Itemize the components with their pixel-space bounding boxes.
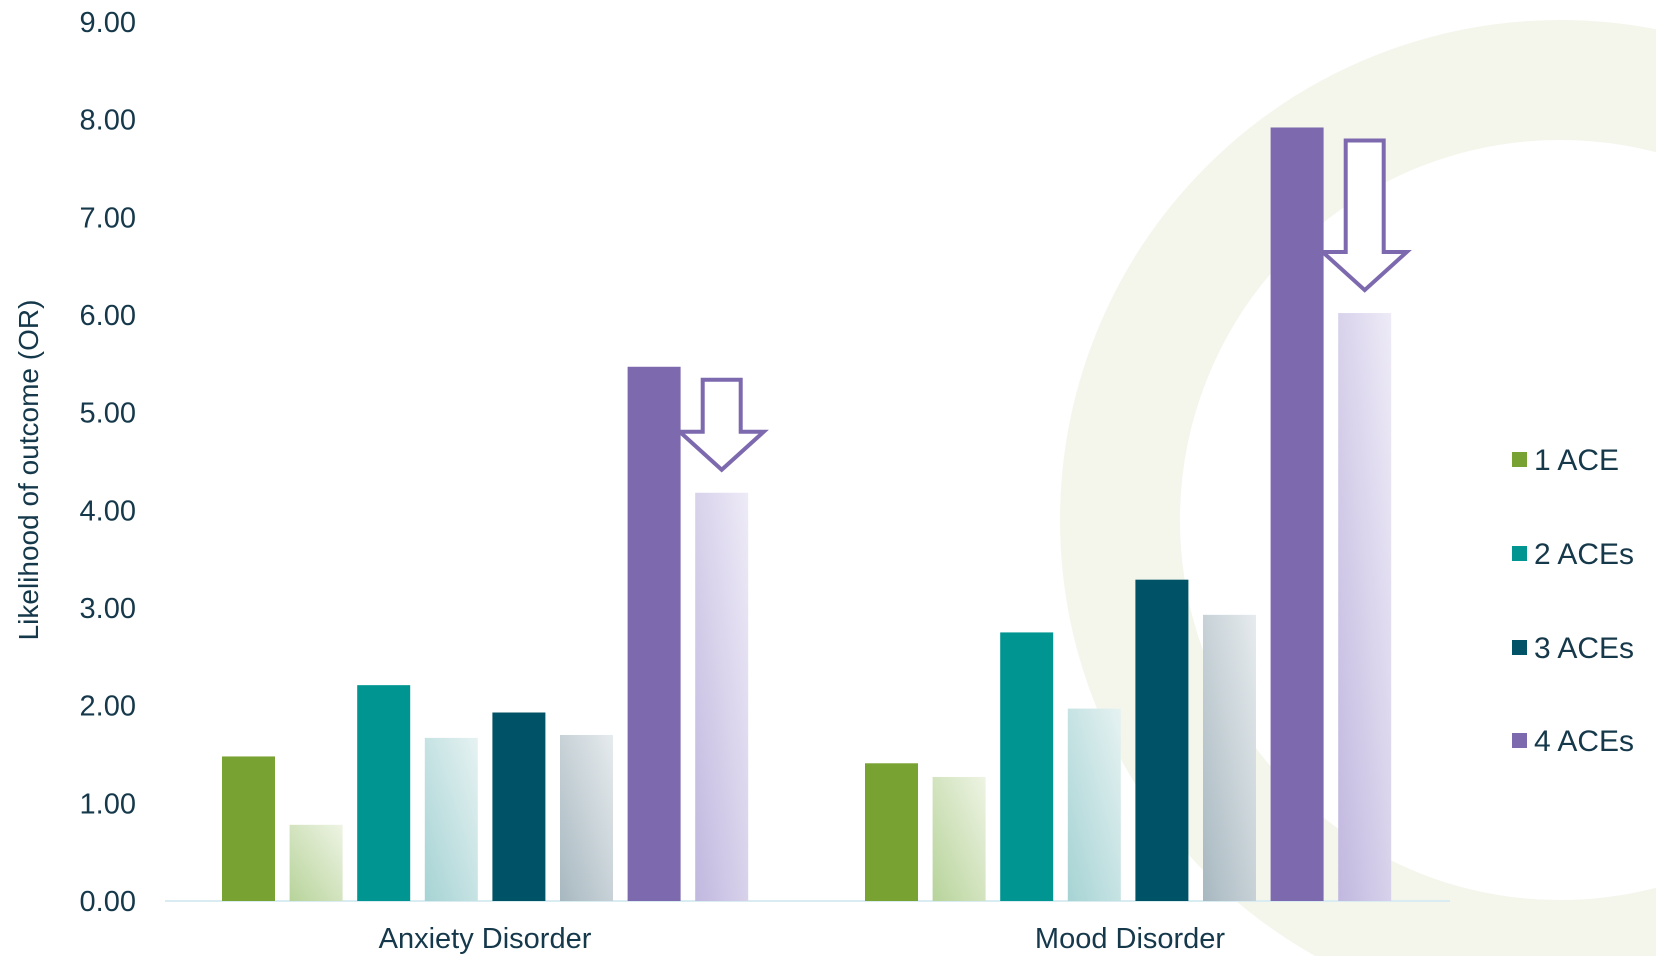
bar-4-aces-solid: [1270, 127, 1324, 902]
y-tick-label: 0.00: [80, 886, 136, 918]
bar-1-ace-solid: [865, 763, 918, 901]
legend-item: 1 ACE: [1512, 444, 1619, 477]
y-tick-label: 4.00: [80, 495, 136, 527]
y-axis: 0.00 1.00 2.00 3.00 4.00 5.00 6.00 7.00 8.00 9.00: [80, 7, 136, 918]
legend-label: 1 ACE: [1534, 444, 1619, 477]
legend-item: 2 ACEs: [1512, 538, 1634, 571]
arrow-annotations: [674, 138, 1412, 473]
y-tick-label: 7.00: [80, 202, 136, 234]
legend-label: 2 ACEs: [1534, 538, 1634, 571]
y-tick-label: 3.00: [80, 593, 136, 625]
y-tick-label: 9.00: [80, 7, 136, 39]
category-labels: Anxiety Disorder Mood Disorder: [379, 923, 1226, 955]
background-watermark: [1060, 20, 1656, 956]
legend-swatch: [1512, 546, 1527, 561]
bar-3-aces-solid: [492, 712, 546, 901]
legend: 1 ACE 2 ACEs 3 ACEs 4 ACEs: [1512, 444, 1634, 758]
y-axis-title: Likelihood of outcome (OR): [13, 300, 44, 641]
bar-4-aces-solid: [627, 366, 681, 902]
bar-3-aces-faded: [1203, 614, 1256, 901]
bar-4-aces-faded: [695, 492, 749, 901]
y-tick-label: 6.00: [80, 300, 136, 332]
legend-label: 3 ACEs: [1534, 632, 1634, 665]
bar-4-aces-faded: [1338, 313, 1392, 902]
bar-1-ace-faded: [932, 776, 986, 901]
legend-swatch: [1512, 733, 1527, 748]
y-tick-label: 2.00: [80, 691, 136, 723]
bar-3-aces-solid: [1135, 579, 1189, 901]
bar-2-aces-faded: [424, 737, 478, 901]
bar-1-ace-solid: [222, 756, 275, 901]
legend-item: 4 ACEs: [1512, 725, 1634, 758]
y-tick-label: 8.00: [80, 105, 136, 137]
down-arrow-icon: [674, 377, 769, 473]
bars: [222, 127, 1392, 902]
bar-2-aces-solid: [357, 685, 411, 901]
legend-swatch: [1512, 640, 1527, 655]
legend-swatch: [1512, 452, 1527, 467]
legend-label: 4 ACEs: [1534, 725, 1634, 758]
y-tick-label: 5.00: [80, 398, 136, 430]
legend-item: 3 ACEs: [1512, 632, 1634, 665]
bar-1-ace-faded: [289, 824, 343, 901]
y-tick-label: 1.00: [80, 788, 136, 820]
bar-2-aces-faded: [1067, 708, 1121, 901]
category-label: Mood Disorder: [1035, 923, 1226, 955]
bar-2-aces-solid: [1000, 632, 1054, 901]
category-label: Anxiety Disorder: [379, 923, 592, 955]
bar-3-aces-faded: [560, 734, 613, 901]
down-arrow-icon: [1317, 138, 1412, 293]
